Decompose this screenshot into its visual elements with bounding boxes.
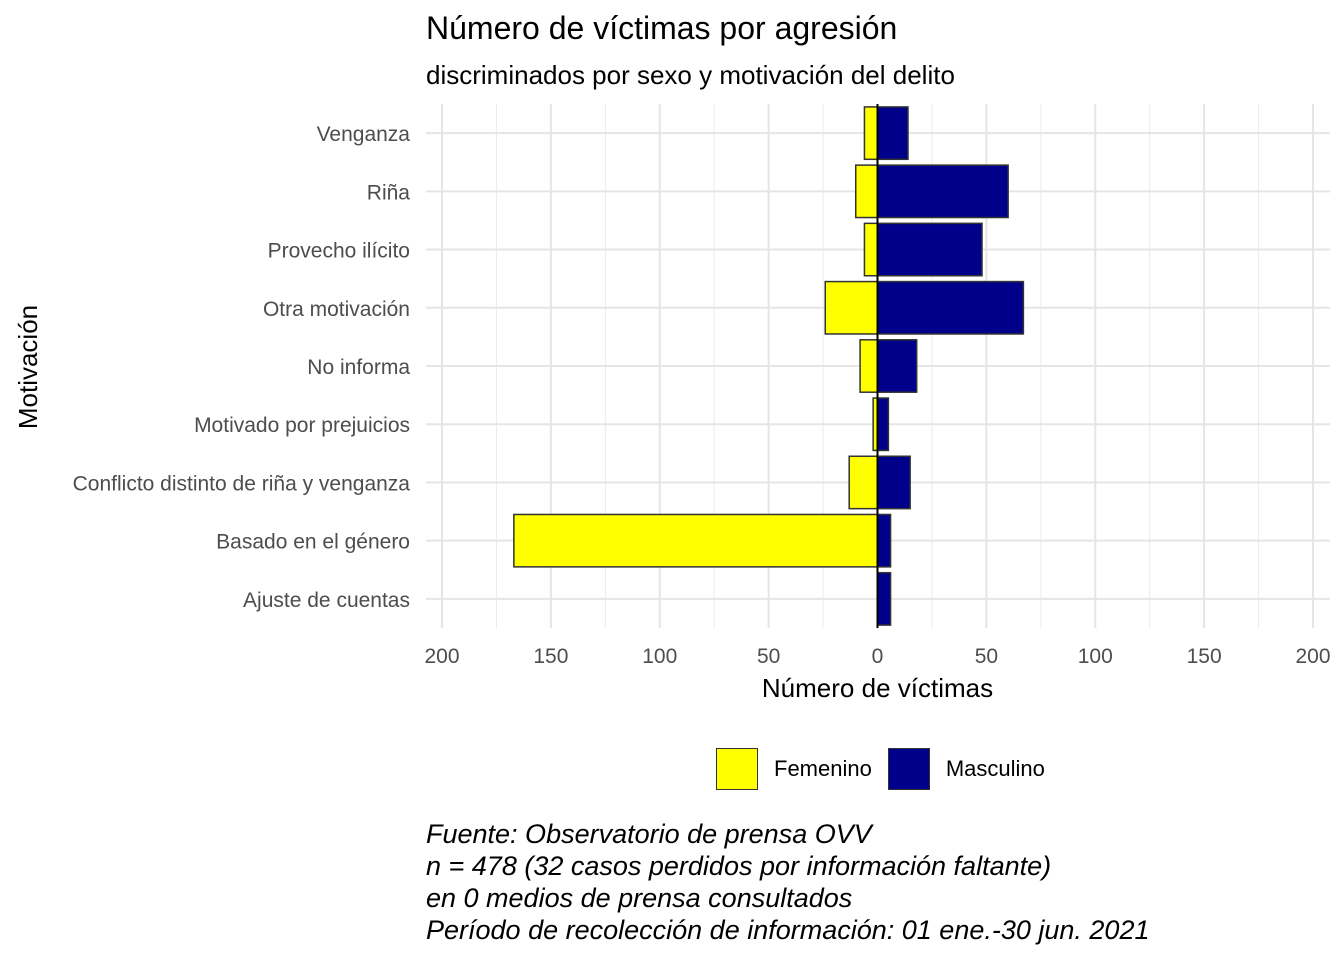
y-tick-label: Ajuste de cuentas <box>243 589 410 612</box>
x-tick-label: 150 <box>1187 645 1222 668</box>
caption-period: Período de recolección de información: 0… <box>426 915 1150 945</box>
caption-media: en 0 medios de prensa consultados <box>426 883 853 913</box>
x-tick-label: 0 <box>872 645 884 668</box>
y-tick-label: Venganza <box>317 123 411 146</box>
y-tick-label: Conflicto distinto de riña y venganza <box>73 472 411 495</box>
bar-femenino-2 <box>863 222 879 277</box>
y-tick-label: Riña <box>367 181 411 204</box>
bar-chart: Venganza Riña Provecho ilícito Otra motivac… <box>13 104 1331 703</box>
bar-femenino-0 <box>863 106 879 161</box>
y-axis-title: Motivación <box>13 305 43 429</box>
chart-subtitle: discriminados por sexo y motivación del … <box>426 60 955 90</box>
bar-masculino-7 <box>876 513 892 568</box>
x-tick-label: 200 <box>1295 645 1330 668</box>
bar-masculino-5 <box>876 397 890 452</box>
y-tick-label: Basado en el género <box>216 531 410 554</box>
legend-key-masculino <box>887 748 930 790</box>
x-tick-label: 100 <box>642 645 677 668</box>
legend: Femenino Masculino <box>716 746 1061 792</box>
caption-source: Fuente: Observatorio de prensa OVV <box>426 819 872 849</box>
bar-masculino-4 <box>876 339 918 393</box>
legend-label-masculino: Masculino <box>945 756 1045 781</box>
legend-key-femenino <box>716 748 758 790</box>
chart-title: Número de víctimas por agresión <box>426 10 898 46</box>
x-axis-title: Número de víctimas <box>762 673 993 703</box>
legend-label-femenino: Femenino <box>774 756 872 781</box>
bar-masculino-6 <box>876 455 911 510</box>
x-tick-label: 50 <box>975 645 998 668</box>
caption: Fuente: Observatorio de prensa OVV n = 4… <box>426 818 1149 946</box>
y-tick-label: Provecho ilícito <box>268 240 410 263</box>
bar-masculino-2 <box>876 222 983 277</box>
x-tick-label: 150 <box>533 645 568 668</box>
y-tick-label: No informa <box>307 356 410 379</box>
bar-femenino-7 <box>513 513 879 568</box>
bar-femenino-4 <box>859 339 879 393</box>
bar-masculino-0 <box>876 106 909 161</box>
x-tick-label: 200 <box>424 645 459 668</box>
bar-femenino-1 <box>854 164 879 219</box>
y-tick-label: Otra motivación <box>263 298 410 321</box>
bar-masculino-3 <box>876 280 1025 335</box>
caption-sample: n = 478 (32 casos perdidos por informaci… <box>426 851 1052 881</box>
bar-masculino-1 <box>876 164 1009 219</box>
y-tick-label: Motivado por prejuicios <box>194 414 410 437</box>
bar-masculino-8 <box>876 571 892 626</box>
x-tick-label: 100 <box>1078 645 1113 668</box>
bar-femenino-6 <box>848 455 879 510</box>
bar-femenino-3 <box>824 280 879 335</box>
x-tick-label: 50 <box>757 645 780 668</box>
